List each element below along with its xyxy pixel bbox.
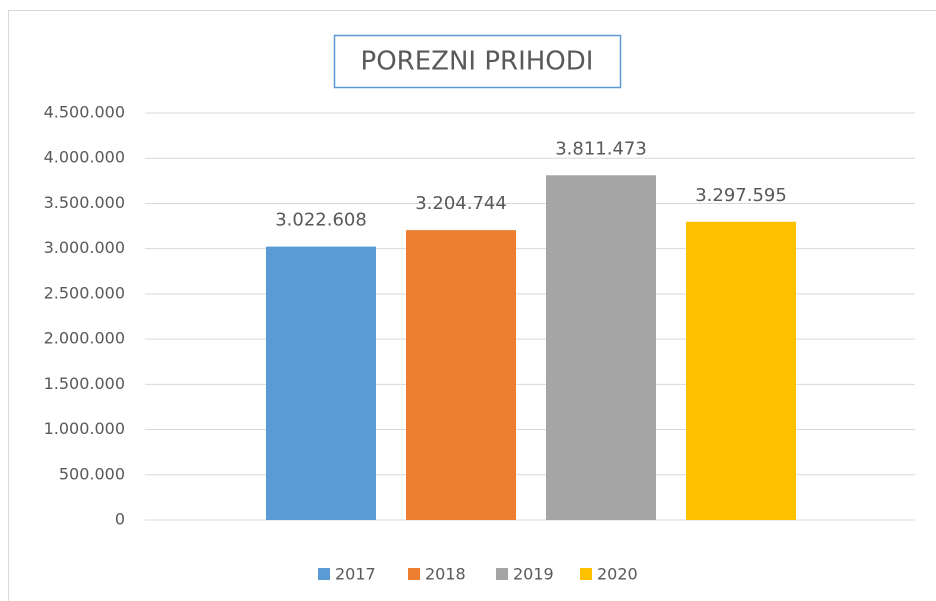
y-tick-label: 1.000.000 — [44, 419, 125, 438]
data-label: 3.204.744 — [415, 193, 507, 214]
y-tick-label: 3.500.000 — [44, 193, 125, 212]
legend-label: 2018 — [425, 565, 466, 584]
bar — [266, 246, 376, 521]
legend-swatch — [580, 568, 592, 580]
legend-label: 2017 — [335, 565, 376, 584]
data-label: 3.022.608 — [275, 210, 367, 231]
y-tick-label: 2.000.000 — [44, 329, 125, 348]
y-tick-label: 500.000 — [59, 464, 125, 483]
y-tick-label: 2.500.000 — [44, 283, 125, 302]
y-tick-label: 4.000.000 — [44, 148, 125, 167]
bar — [686, 221, 796, 520]
legend-swatch — [408, 568, 420, 580]
y-tick-label: 3.000.000 — [44, 238, 125, 257]
data-label: 3.297.595 — [695, 185, 787, 206]
bar — [406, 230, 516, 520]
y-tick-label: 1.500.000 — [44, 374, 125, 393]
y-tick-label: 0 — [115, 510, 125, 529]
legend-label: 2019 — [513, 565, 554, 584]
y-tick-label: 4.500.000 — [44, 103, 125, 122]
title-box — [333, 34, 622, 89]
legend-swatch — [318, 568, 330, 580]
data-label: 3.811.473 — [555, 138, 647, 159]
legend-swatch — [496, 568, 508, 580]
chart-title: POREZNI PRIHODI — [361, 47, 594, 77]
legend-label: 2020 — [597, 565, 638, 584]
bar — [546, 175, 656, 520]
